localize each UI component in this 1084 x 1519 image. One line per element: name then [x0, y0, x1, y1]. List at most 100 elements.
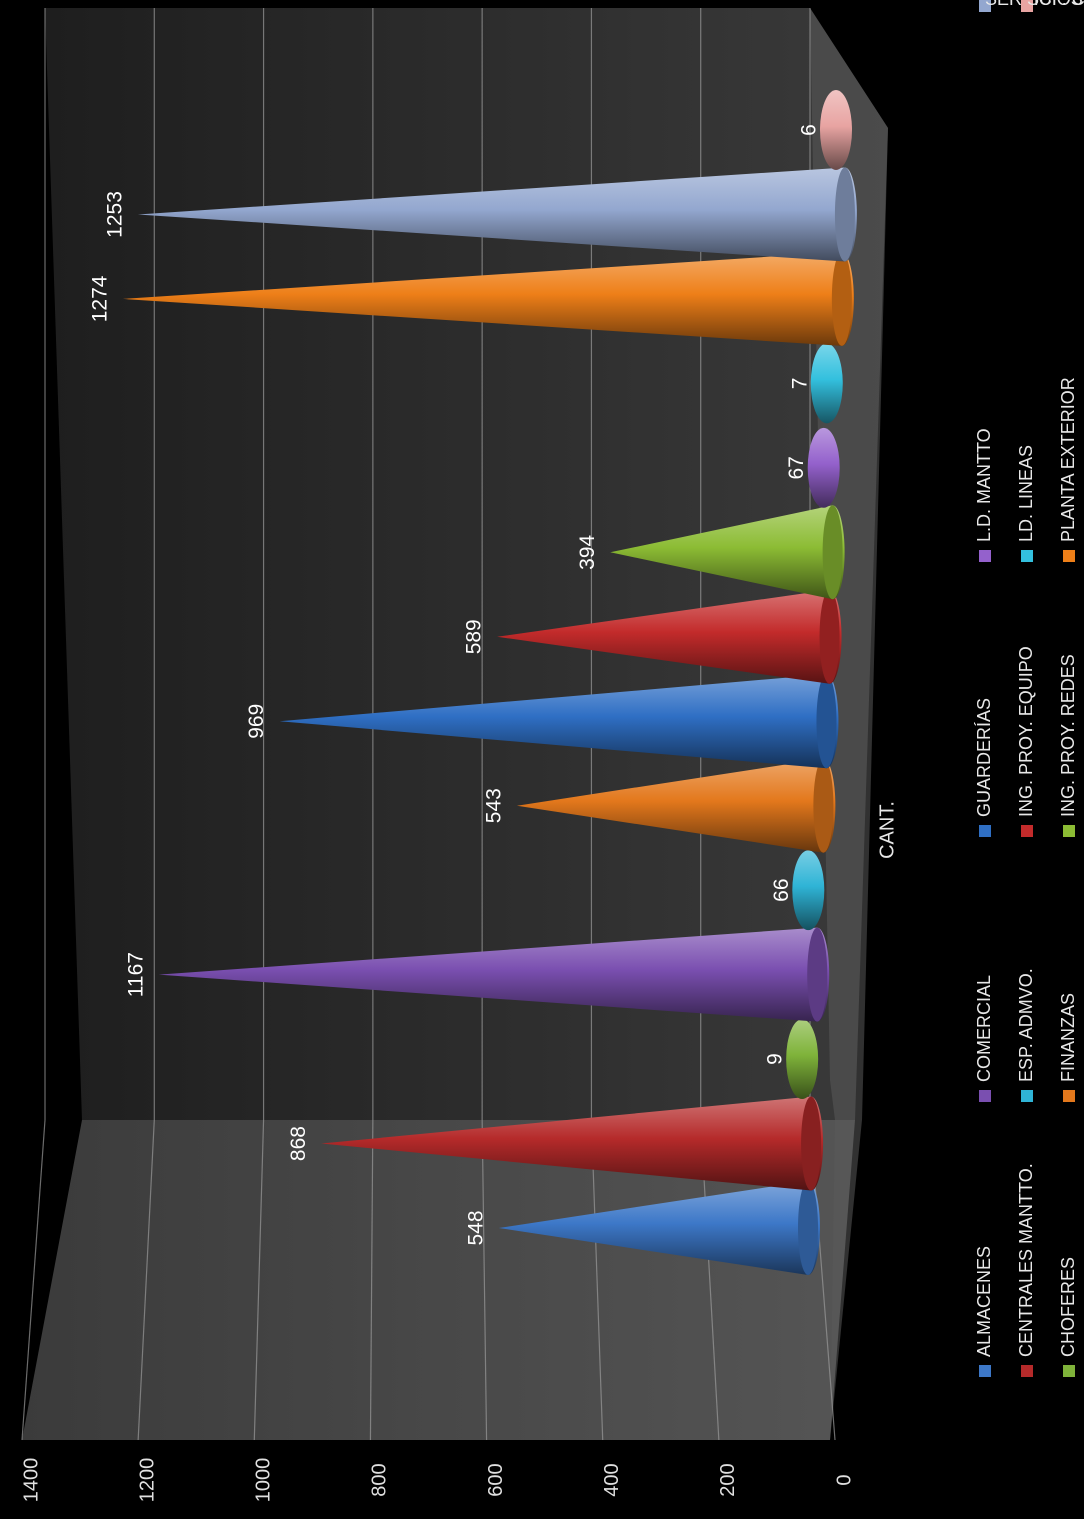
- legend-label: ING. PROY. REDES: [1058, 654, 1078, 817]
- legend-swatch: [1021, 0, 1033, 12]
- cone-body: [497, 589, 842, 684]
- cone-servicios-a-clientes: [137, 167, 857, 262]
- legend-label: ESP. ADMVO.: [1016, 968, 1036, 1082]
- gridline-side-600: [481, 1119, 488, 1441]
- legend-item-sup-const-de-p-ext: SUP. CONST. DE P. EXT.: [1021, 0, 1084, 12]
- cone-body: [610, 505, 845, 600]
- tick-label-1400: 1400: [20, 1458, 42, 1503]
- cone-almacenes: [498, 1181, 820, 1275]
- data-label-l-d-mantto: 67: [785, 456, 808, 479]
- cone-base: [813, 758, 834, 853]
- data-label-ld-lineas: 7: [788, 378, 811, 390]
- cone-body: [807, 427, 840, 508]
- legend-item-centrales-mantto: CENTRALES MANTTO.: [1016, 1163, 1036, 1377]
- data-label-comercial: 1167: [124, 952, 147, 997]
- legend-label: COMERCIAL: [974, 975, 994, 1082]
- cone-body: [137, 167, 857, 262]
- legend-label: SUP. CONST. DE P. EXT.: [1027, 0, 1084, 9]
- tick-label-400: 400: [601, 1463, 623, 1496]
- legend-item-comercial: COMERCIAL: [974, 975, 994, 1102]
- gridline-side-1000: [253, 1119, 265, 1441]
- cone-guarderias: [279, 674, 839, 769]
- data-label-ing-proy-redes: 394: [576, 534, 599, 569]
- cone-body: [122, 251, 854, 346]
- data-label-esp-admvo: 66: [770, 878, 793, 901]
- cone-body: [279, 674, 839, 769]
- data-label-planta-exterior: 1274: [88, 275, 111, 322]
- legend-label: PLANTA EXTERIOR: [1058, 377, 1078, 542]
- cone-ld-lineas: [810, 343, 843, 424]
- tick-label-0: 0: [833, 1474, 855, 1485]
- cone-body: [786, 1019, 819, 1100]
- data-label-almacenes: 548: [464, 1210, 487, 1245]
- cone-body: [158, 927, 830, 1022]
- cone-base: [798, 1181, 818, 1275]
- cone-comercial: [158, 927, 830, 1022]
- legend-label: CHOFERES: [1058, 1257, 1078, 1357]
- gridline-side-400: [590, 1119, 604, 1441]
- legend-swatch: [1021, 825, 1033, 837]
- legend-swatch: [979, 0, 991, 12]
- tick-label-200: 200: [717, 1463, 739, 1496]
- legend-swatch: [979, 825, 991, 837]
- legend-item-ing-proy-equipo: ING. PROY. EQUIPO: [1016, 646, 1036, 837]
- cone-finanzas: [516, 758, 836, 853]
- legend-item-esp-admvo: ESP. ADMVO.: [1016, 968, 1036, 1102]
- legend-item-ld-lineas: LD. LINEAS: [1016, 445, 1036, 562]
- legend-item-planta-exterior: PLANTA EXTERIOR: [1058, 377, 1078, 562]
- legend-label: FINANZAS: [1058, 993, 1078, 1082]
- data-label-sup-const-de-p-ext: 6: [798, 124, 821, 136]
- legend-label: L.D. MANTTO: [974, 428, 994, 542]
- legend-label: ALMACENES: [974, 1246, 994, 1357]
- legend-swatch: [1021, 550, 1033, 562]
- legend-label: ING. PROY. EQUIPO: [1016, 646, 1036, 817]
- cone-base: [801, 1096, 822, 1191]
- legend-swatch: [1063, 1090, 1075, 1102]
- legend-item-almacenes: ALMACENES: [974, 1246, 994, 1377]
- side-wall: [22, 1120, 855, 1440]
- tick-label-600: 600: [485, 1463, 507, 1496]
- data-label-choferes: 9: [764, 1053, 787, 1065]
- tick-label-800: 800: [369, 1463, 391, 1496]
- cone-body: [792, 850, 825, 931]
- gridline-side-800: [369, 1119, 374, 1441]
- legend-swatch: [1021, 1090, 1033, 1102]
- tick-label-1000: 1000: [253, 1458, 275, 1503]
- cone-sup-const-de-p-ext: [820, 90, 852, 170]
- cone-body: [810, 343, 843, 424]
- cone-ing-proy-redes: [610, 505, 845, 600]
- legend-item-finanzas: FINANZAS: [1058, 993, 1078, 1102]
- legend-swatch: [1063, 550, 1075, 562]
- data-label-finanzas: 543: [483, 788, 506, 823]
- data-label-servicios-a-clientes: 1253: [103, 191, 126, 238]
- legend-swatch: [979, 1365, 991, 1377]
- legend-swatch: [1063, 1365, 1075, 1377]
- cone-body: [321, 1096, 824, 1191]
- cone-base: [834, 167, 855, 262]
- x-axis-title: CANT.: [876, 801, 898, 859]
- cone-l-d-mantto: [807, 427, 840, 508]
- cone-centrales-mantto: [321, 1096, 824, 1191]
- legend-label: CENTRALES MANTTO.: [1016, 1163, 1036, 1357]
- cone-body: [820, 90, 852, 170]
- legend-item-servicios-a-clientes: SERVICIOS A CLIENTES: [979, 0, 1084, 12]
- cone-base: [822, 505, 843, 600]
- cone-base: [831, 251, 852, 346]
- data-label-ing-proy-equipo: 589: [463, 619, 486, 654]
- cone-ing-proy-equipo: [497, 589, 842, 684]
- cone-base: [807, 927, 828, 1022]
- data-label-centrales-mantto: 868: [287, 1126, 310, 1161]
- tick-label-1200: 1200: [136, 1458, 158, 1503]
- legend-item-l-d-mantto: L.D. MANTTO: [974, 428, 994, 562]
- cone-choferes: [786, 1019, 819, 1100]
- legend-item-choferes: CHOFERES: [1058, 1257, 1078, 1377]
- cone-body: [498, 1181, 820, 1275]
- gridline-side-1200: [137, 1119, 155, 1441]
- cone-esp-admvo: [792, 850, 825, 931]
- gridline-side-1400: [21, 1119, 46, 1441]
- data-label-guarderias: 969: [245, 704, 268, 739]
- legend-label: GUARDERÍAS: [974, 698, 994, 817]
- legend-label: LD. LINEAS: [1016, 445, 1036, 542]
- legend-label: SERVICIOS A CLIENTES: [985, 0, 1084, 9]
